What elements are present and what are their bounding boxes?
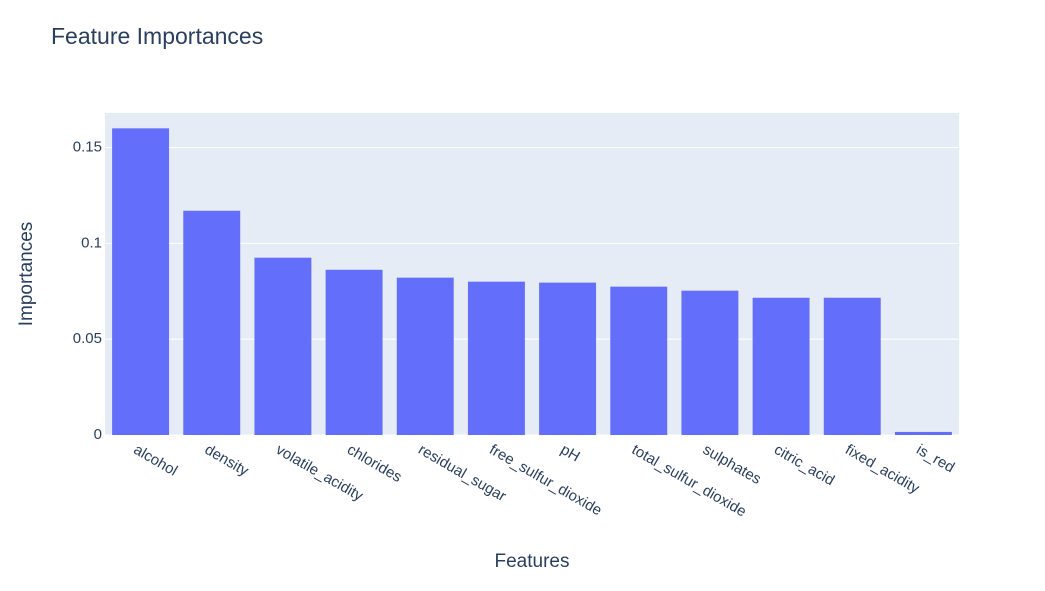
y-axis-title: Importances (16, 222, 37, 327)
x-tick-label: pH (558, 441, 583, 465)
y-tick-label: 0.1 (81, 234, 102, 251)
plot-area (105, 113, 959, 435)
bar (823, 297, 881, 435)
x-tick-label: is_red (913, 441, 957, 476)
x-tick-label: free_sulfur_dioxide (486, 441, 604, 519)
bar (325, 269, 383, 435)
x-axis-title: Features (495, 551, 570, 572)
y-tick-label: 0.05 (73, 330, 102, 347)
bar (610, 286, 668, 435)
bar (467, 281, 525, 435)
bar (183, 210, 241, 435)
bar (681, 290, 739, 435)
bar (752, 297, 810, 435)
bar (396, 277, 454, 435)
y-tick-label: 0 (94, 426, 102, 443)
bar (539, 282, 597, 435)
x-tick-label: alcohol (131, 441, 181, 479)
x-tick-label: total_sulfur_dioxide (629, 441, 749, 520)
x-tick-label: fixed_acidity (842, 441, 922, 497)
x-tick-label: citric_acid (771, 441, 837, 489)
bar (254, 257, 312, 435)
bar (112, 128, 170, 436)
x-tick-label: density (202, 441, 252, 480)
x-tick-label: chlorides (344, 441, 404, 486)
x-tick-label: sulphates (700, 441, 764, 488)
bar (894, 431, 952, 435)
chart-title: Feature Importances (51, 23, 263, 49)
y-tick-label: 0.15 (73, 138, 102, 155)
